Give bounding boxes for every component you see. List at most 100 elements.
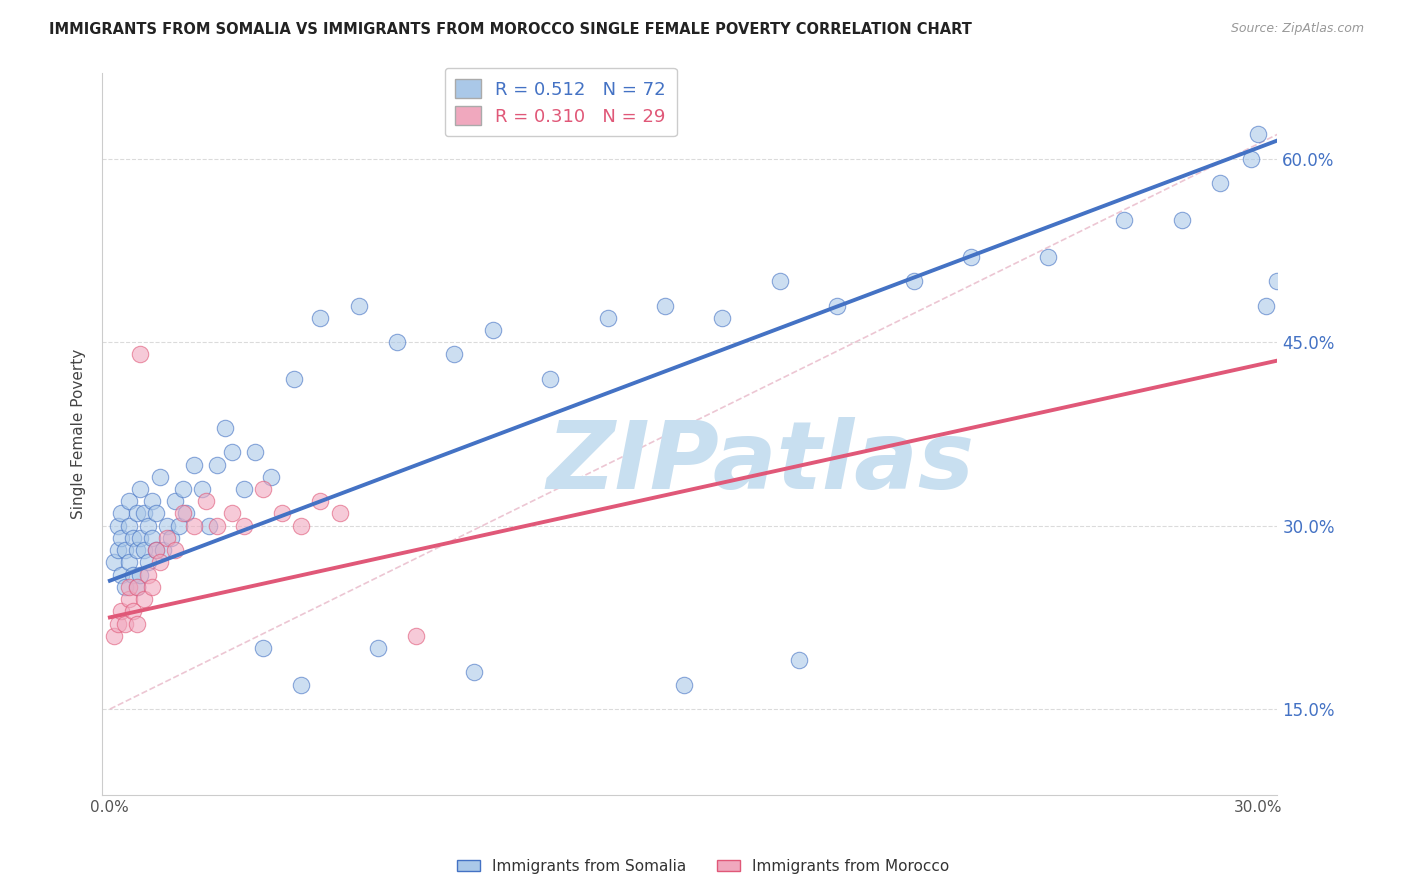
Point [673,678,696,692]
Point [125,543,148,558]
Point [114,580,136,594]
Point [405,629,427,643]
Point [769,274,792,288]
Point [172,482,194,496]
Point [125,616,148,631]
Point [152,543,174,558]
Point [176,507,198,521]
Point [129,347,152,361]
Point [205,458,228,472]
Point [347,299,370,313]
Point [107,616,129,631]
Point [252,640,274,655]
Point [156,531,179,545]
Point [103,629,125,643]
Point [214,421,236,435]
Point [245,445,267,459]
Point [125,580,148,594]
Point [118,580,141,594]
Point [114,543,136,558]
Point [121,567,143,582]
Point [271,507,294,521]
Point [221,507,243,521]
Point [825,299,848,313]
Legend: Immigrants from Somalia, Immigrants from Morocco: Immigrants from Somalia, Immigrants from… [451,853,955,880]
Point [145,543,167,558]
Point [309,494,332,508]
Point [163,543,186,558]
Point [309,310,332,325]
Point [183,458,205,472]
Point [110,531,132,545]
Point [107,518,129,533]
Point [1036,250,1059,264]
Point [538,372,561,386]
Point [328,507,350,521]
Point [134,507,156,521]
Point [136,567,159,582]
Point [134,592,156,607]
Point [121,531,143,545]
Point [136,518,159,533]
Point [481,323,503,337]
Point [129,482,152,496]
Point [125,507,148,521]
Point [118,555,141,569]
Point [110,567,132,582]
Point [125,580,148,594]
Point [136,555,159,569]
Point [205,518,228,533]
Point [385,335,408,350]
Point [167,518,190,533]
Text: ZIPatlas: ZIPatlas [547,417,974,508]
Point [129,531,152,545]
Text: IMMIGRANTS FROM SOMALIA VS IMMIGRANTS FROM MOROCCO SINGLE FEMALE POVERTY CORRELA: IMMIGRANTS FROM SOMALIA VS IMMIGRANTS FR… [49,22,972,37]
Point [118,592,141,607]
Point [1254,299,1277,313]
Point [232,482,254,496]
Point [198,518,221,533]
Point [163,494,186,508]
Point [118,494,141,508]
Point [194,494,217,508]
Point [141,531,163,545]
Point [787,653,810,667]
Point [149,469,172,483]
Point [711,310,734,325]
Point [141,580,163,594]
Point [190,482,212,496]
Point [1239,152,1261,166]
Point [110,604,132,618]
Point [903,274,925,288]
Point [1114,213,1136,227]
Point [118,518,141,533]
Point [283,372,305,386]
Point [114,616,136,631]
Point [183,518,205,533]
Point [463,665,485,680]
Point [290,518,312,533]
Point [107,543,129,558]
Legend: R = 0.512   N = 72, R = 0.310   N = 29: R = 0.512 N = 72, R = 0.310 N = 29 [444,68,676,136]
Point [654,299,676,313]
Point [145,507,167,521]
Point [1267,274,1289,288]
Point [232,518,254,533]
Point [252,482,274,496]
Point [596,310,619,325]
Point [221,445,243,459]
Point [259,469,281,483]
Point [290,678,312,692]
Point [960,250,983,264]
Point [149,555,172,569]
Point [1209,176,1232,190]
Point [141,494,163,508]
Point [1170,213,1192,227]
Point [145,543,167,558]
Text: Source: ZipAtlas.com: Source: ZipAtlas.com [1230,22,1364,36]
Point [367,640,389,655]
Point [110,507,132,521]
Point [443,347,465,361]
Point [129,567,152,582]
Point [172,507,194,521]
